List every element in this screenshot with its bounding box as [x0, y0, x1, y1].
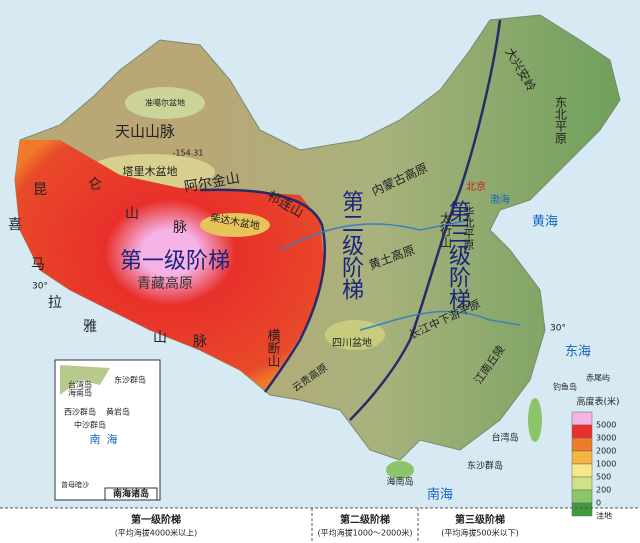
- map-label: 华北平原: [462, 205, 475, 250]
- hainan: [386, 461, 414, 479]
- legend-level: 3000: [596, 434, 616, 443]
- step-name: 第一级阶梯: [131, 513, 181, 526]
- inset-label: 东沙群岛: [114, 375, 146, 385]
- map-label: 山: [153, 330, 167, 346]
- map-label: 太行山: [439, 211, 453, 248]
- map-label: 四川盆地: [332, 336, 372, 349]
- legend-swatch: [571, 411, 593, 426]
- step-boundary-2: [349, 19, 502, 421]
- inset-label: 海南岛: [68, 388, 92, 398]
- plateau: [15, 140, 325, 390]
- inset-label: 中沙群岛: [74, 420, 106, 430]
- map-label: 山: [125, 206, 139, 222]
- qaidam-basin: [200, 213, 270, 237]
- step-note: (平均海拔1000～2000米): [318, 528, 413, 538]
- map-label: 横断山: [265, 329, 281, 368]
- inset-title-box: [104, 487, 158, 501]
- legend-level: 1000: [596, 460, 616, 469]
- map-label: 第二级阶梯: [338, 190, 364, 300]
- map-label: 拉: [48, 295, 62, 311]
- legend-title: 高度表(米): [576, 396, 619, 408]
- map-label: -154.31: [173, 149, 204, 158]
- inset-land: [60, 365, 110, 395]
- inset-label: 黄岩岛: [106, 407, 130, 417]
- map-label: 青藏高原: [137, 275, 193, 292]
- map-label: 准噶尔盆地: [145, 98, 185, 108]
- map-label: 台湾岛: [491, 432, 518, 444]
- legend-swatch: [571, 502, 593, 517]
- map-label: 赤尾屿: [586, 374, 610, 383]
- map-label: 昆: [33, 182, 47, 198]
- inset-label: 曾母暗沙: [61, 480, 89, 489]
- taiwan: [528, 398, 542, 442]
- legend-swatch: [571, 476, 593, 491]
- step-name: 第二级阶梯: [340, 513, 390, 526]
- map-label: 仑: [88, 177, 102, 193]
- map-label: 东沙群岛: [467, 460, 503, 472]
- map-label: 雅: [83, 319, 97, 335]
- step-note: (平均海拔4000米以上): [115, 528, 198, 538]
- river: [279, 219, 471, 251]
- map-label: 脉: [193, 334, 207, 350]
- step-boundary-1: [199, 188, 326, 393]
- legend-level: 200: [596, 486, 611, 495]
- legend-swatch: [571, 489, 593, 504]
- legend-depression: 洼地: [596, 511, 612, 521]
- legend-swatch: [571, 463, 593, 478]
- map-label: 塔里木盆地: [123, 164, 178, 178]
- river: [359, 310, 521, 331]
- legend-level: 5000: [596, 421, 616, 430]
- legend-level: 0: [596, 499, 601, 508]
- map-label: 30°: [550, 324, 566, 334]
- inset-label: 西沙群岛: [64, 407, 96, 417]
- map-label: 海南岛: [386, 476, 413, 488]
- map-label: 天山山脉: [115, 123, 175, 141]
- inset-label: 台湾岛: [68, 380, 92, 390]
- map-label: 喜: [8, 217, 22, 233]
- legend-level: 500: [596, 473, 611, 482]
- map-label: 钓鱼岛: [553, 382, 577, 392]
- map-label: 东北平原: [554, 96, 568, 144]
- map-label: 北京: [466, 180, 486, 193]
- steps: 第一级阶梯 (平均海拔4000米以上) 第二级阶梯 (平均海拔1000～2000米) 第…: [115, 513, 519, 538]
- map-label: 渤海: [490, 193, 510, 206]
- step-note: (平均海拔500米以下): [441, 528, 519, 538]
- junggar-basin: [125, 87, 205, 119]
- inset-label: 海: [107, 432, 118, 446]
- map-label: 东海: [565, 345, 591, 360]
- inset-label: 南: [90, 433, 101, 446]
- legend-swatch: [571, 437, 593, 452]
- legend-level: 2000: [596, 447, 616, 456]
- map-label: 30°: [32, 282, 48, 292]
- legend-swatch: [571, 424, 593, 439]
- map-label: 脉: [173, 220, 187, 236]
- map-label: 第一级阶梯: [120, 249, 230, 274]
- map-label: 马: [31, 257, 45, 273]
- inset-title: 南海诸岛: [113, 488, 149, 500]
- map-label: 第三级阶梯: [445, 200, 471, 310]
- step-name: 第三级阶梯: [455, 513, 505, 526]
- map-label: 黄海: [532, 215, 558, 230]
- legend-swatch: [571, 450, 593, 465]
- map-label: 南海: [427, 487, 453, 503]
